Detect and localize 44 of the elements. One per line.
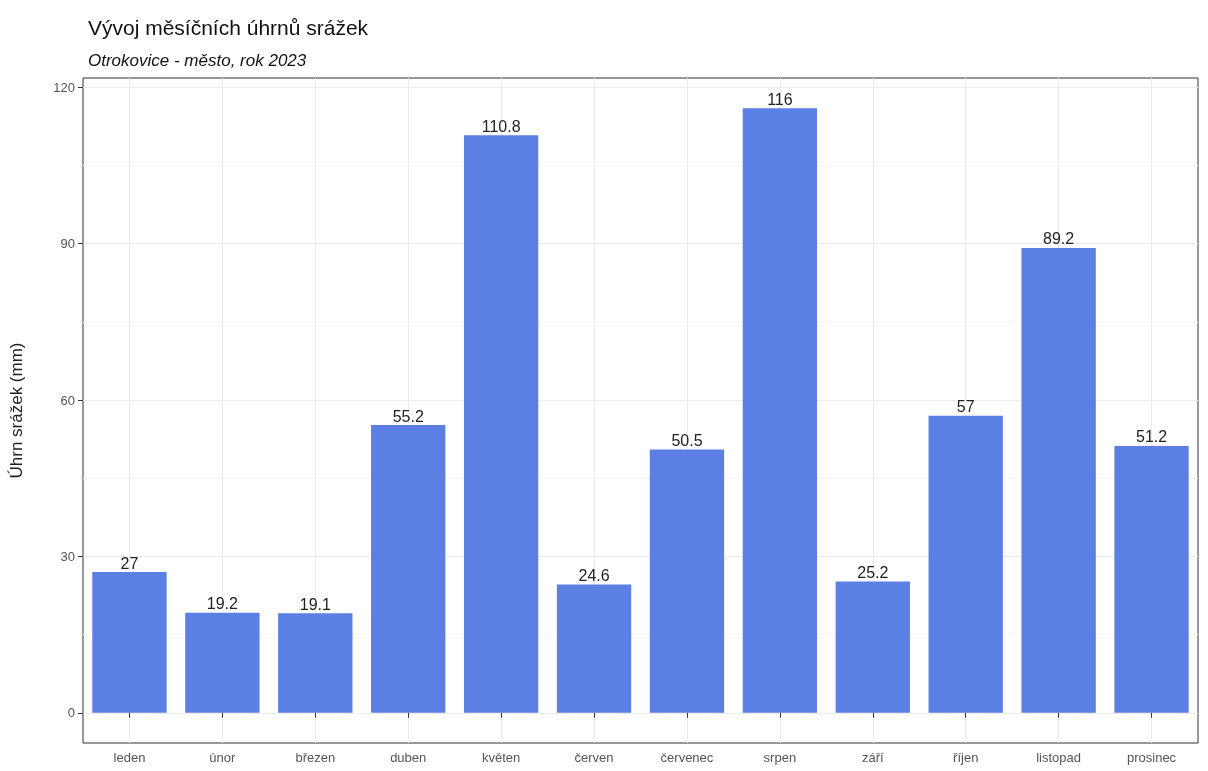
bar [463, 135, 539, 713]
x-tick-label: leden [113, 750, 146, 765]
y-tick-label: 30 [60, 548, 75, 564]
data-label: 50.5 [671, 432, 703, 450]
data-label: 25.2 [857, 563, 889, 581]
chart-title: Vývoj měsíčních úhrnů srážek [88, 16, 369, 39]
bar [835, 581, 910, 713]
bar [1021, 247, 1096, 713]
x-tick-label: únor [209, 750, 237, 765]
x-tick-label: prosinec [1126, 750, 1177, 765]
data-label: 27 [120, 554, 139, 572]
x-tick-label: srpen [763, 750, 797, 765]
data-label: 89.2 [1043, 230, 1075, 248]
x-tick-label: červenec [660, 750, 714, 765]
bar [556, 584, 632, 713]
x-tick-label: listopad [1036, 750, 1082, 765]
data-label: 110.8 [481, 117, 521, 135]
y-tick-label: 120 [53, 79, 75, 95]
data-label: 57 [956, 398, 975, 416]
data-label: 19.2 [206, 595, 239, 613]
data-label: 55.2 [392, 407, 424, 425]
y-axis-title: Úhrn srážek (mm) [7, 342, 26, 479]
bar [928, 415, 1003, 713]
data-label: 51.2 [1135, 428, 1168, 446]
x-tick-label: říjen [953, 750, 979, 765]
bar [1114, 445, 1189, 713]
chart-subtitle: Otrokovice - město, rok 2023 [88, 51, 307, 70]
data-label: 24.6 [578, 567, 610, 585]
data-label: 116 [767, 90, 793, 108]
bar [185, 612, 260, 713]
y-tick-label: 60 [60, 392, 75, 408]
data-label: 19.1 [299, 595, 331, 613]
y-tick-label: 0 [67, 705, 75, 721]
x-tick-label: březen [295, 750, 336, 765]
y-tick-label: 90 [60, 236, 75, 252]
bar [742, 108, 818, 713]
bar [92, 572, 167, 713]
bar [278, 613, 353, 713]
x-tick-label: září [861, 750, 885, 765]
bar [649, 449, 725, 713]
bar [371, 425, 446, 713]
x-tick-label: květen [481, 750, 521, 765]
x-tick-label: duben [390, 750, 427, 765]
x-tick-label: červen [574, 750, 614, 765]
